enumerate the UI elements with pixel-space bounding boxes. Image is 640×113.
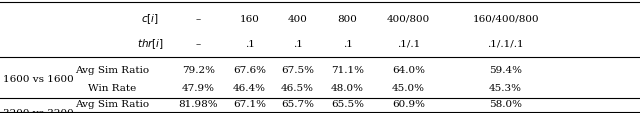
Text: 81.98%: 81.98%	[179, 100, 218, 108]
Text: .1/.1/.1: .1/.1/.1	[487, 40, 524, 48]
Text: 48.0%: 48.0%	[331, 83, 364, 92]
Text: 65.5%: 65.5%	[331, 100, 364, 108]
Text: 3200 vs 3200: 3200 vs 3200	[3, 108, 74, 113]
Text: –: –	[196, 40, 201, 48]
Text: 64.0%: 64.0%	[392, 66, 425, 74]
Text: 59.4%: 59.4%	[489, 66, 522, 74]
Text: 67.5%: 67.5%	[281, 66, 314, 74]
Text: 67.1%: 67.1%	[233, 100, 266, 108]
Text: 1600 vs 1600: 1600 vs 1600	[3, 74, 74, 83]
Text: –: –	[196, 15, 201, 24]
Text: 65.7%: 65.7%	[281, 100, 314, 108]
Text: 46.4%: 46.4%	[233, 83, 266, 92]
Text: 160: 160	[239, 15, 260, 24]
Text: Win Rate: Win Rate	[88, 83, 136, 92]
Text: Avg Sim Ratio: Avg Sim Ratio	[75, 100, 149, 108]
Text: .1/.1: .1/.1	[397, 40, 420, 48]
Text: 46.5%: 46.5%	[281, 83, 314, 92]
Text: Avg Sim Ratio: Avg Sim Ratio	[75, 66, 149, 74]
Text: 71.1%: 71.1%	[331, 66, 364, 74]
Text: .1: .1	[244, 40, 255, 48]
Text: .1: .1	[292, 40, 303, 48]
Text: 160/400/800: 160/400/800	[472, 15, 539, 24]
Text: 60.9%: 60.9%	[392, 100, 425, 108]
Text: 79.2%: 79.2%	[182, 66, 215, 74]
Text: 47.9%: 47.9%	[182, 83, 215, 92]
Text: 58.0%: 58.0%	[489, 100, 522, 108]
Text: .1: .1	[342, 40, 353, 48]
Text: 67.6%: 67.6%	[233, 66, 266, 74]
Text: $c[i]$: $c[i]$	[141, 12, 159, 26]
Text: 45.0%: 45.0%	[392, 83, 425, 92]
Text: 400/800: 400/800	[387, 15, 430, 24]
Text: 45.3%: 45.3%	[489, 83, 522, 92]
Text: 400: 400	[287, 15, 308, 24]
Text: 800: 800	[337, 15, 358, 24]
Text: $thr[i]$: $thr[i]$	[137, 37, 164, 51]
